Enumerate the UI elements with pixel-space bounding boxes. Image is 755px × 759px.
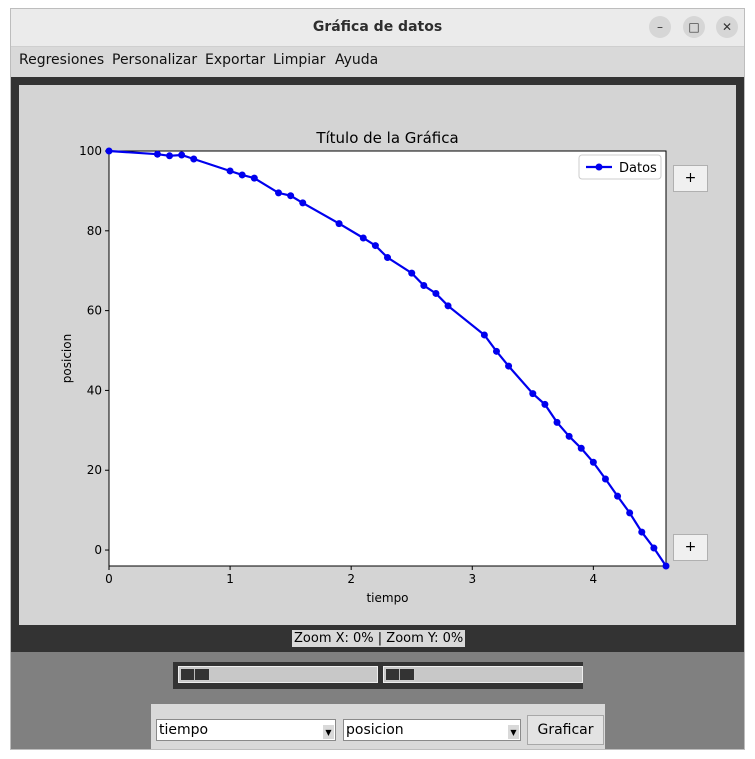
x-tick-label: 2 xyxy=(347,572,355,586)
data-point xyxy=(153,150,161,158)
data-point xyxy=(565,432,573,440)
data-point xyxy=(638,528,646,536)
data-point xyxy=(626,509,634,517)
data-point xyxy=(384,254,391,262)
slider-group xyxy=(173,662,583,689)
data-point xyxy=(105,147,113,155)
data-point xyxy=(577,444,585,452)
chart-title: Título de la Gráfica xyxy=(315,129,458,147)
x-column-value: tiempo xyxy=(159,722,209,738)
zoom-x-slider-thumb[interactable] xyxy=(180,668,210,681)
menu-limpiar[interactable]: Limpiar xyxy=(273,52,326,68)
y-tick-label: 40 xyxy=(87,383,102,397)
menu-exportar[interactable]: Exportar xyxy=(205,52,266,68)
data-point xyxy=(480,331,488,339)
y-tick-label: 20 xyxy=(87,463,102,477)
data-point xyxy=(420,281,428,289)
lower-panel: tiempo ▼ posicion ▼ Graficar xyxy=(11,652,744,749)
minimize-button[interactable]: – xyxy=(649,16,671,38)
data-point xyxy=(178,151,186,159)
zoom-in-y-button[interactable]: + xyxy=(673,165,708,192)
axis-controls: tiempo ▼ posicion ▼ Graficar xyxy=(151,704,605,749)
data-point xyxy=(529,390,537,398)
close-button[interactable]: ✕ xyxy=(716,16,738,38)
data-point xyxy=(238,171,246,179)
plot-area: 0 1 2 3 4 0 20 40 60 80 100 Título de la Gráfica t… xyxy=(19,85,736,625)
legend-box xyxy=(578,154,662,180)
plot-frame: 0 1 2 3 4 0 20 40 60 80 100 Título de la Gráfica t… xyxy=(11,77,744,652)
data-point xyxy=(662,562,670,570)
data-point xyxy=(505,362,513,370)
legend-marker xyxy=(595,163,603,171)
x-column-select[interactable]: tiempo ▼ xyxy=(156,719,336,741)
data-point xyxy=(553,418,561,426)
app-window: Gráfica de datos – □ ✕ Regresiones Perso… xyxy=(10,8,745,750)
y-tick-label: 0 xyxy=(94,543,102,557)
data-point xyxy=(432,289,440,297)
x-tick-label: 0 xyxy=(105,572,113,586)
menu-personalizar[interactable]: Personalizar xyxy=(112,52,198,68)
x-tick-label: 3 xyxy=(468,572,476,586)
data-point xyxy=(650,544,658,552)
menu-bar: Regresiones Personalizar Exportar Limpia… xyxy=(11,47,744,75)
data-point xyxy=(250,174,258,182)
data-point xyxy=(408,269,416,277)
data-point xyxy=(371,242,379,250)
series-line-datos xyxy=(108,149,667,567)
x-tick-label: 4 xyxy=(590,572,598,586)
data-point xyxy=(335,220,343,228)
data-point xyxy=(541,400,549,408)
x-axis-label: tiempo xyxy=(366,591,408,605)
y-tick-label: 100 xyxy=(79,144,102,158)
data-point xyxy=(614,492,622,500)
data-point xyxy=(275,189,283,197)
chevron-down-icon[interactable]: ▼ xyxy=(323,725,334,739)
y-tick-label: 80 xyxy=(87,224,102,238)
y-column-select[interactable]: posicion ▼ xyxy=(343,719,521,741)
chevron-down-icon[interactable]: ▼ xyxy=(508,725,519,739)
zoom-status-label: Zoom X: 0% | Zoom Y: 0% xyxy=(292,630,466,647)
data-point xyxy=(166,152,174,160)
data-point xyxy=(226,167,234,175)
zoom-x-slider[interactable] xyxy=(178,666,378,683)
data-point xyxy=(299,199,307,207)
title-bar: Gráfica de datos – □ ✕ xyxy=(11,9,744,47)
zoom-y-slider-thumb[interactable] xyxy=(385,668,415,681)
y-column-value: posicion xyxy=(346,722,404,738)
data-point xyxy=(601,475,609,483)
y-tick-label: 60 xyxy=(87,304,102,318)
data-point xyxy=(359,234,367,242)
data-point xyxy=(190,155,198,163)
maximize-button[interactable]: □ xyxy=(683,16,705,38)
zoom-y-slider[interactable] xyxy=(383,666,583,683)
data-point xyxy=(492,347,500,355)
menu-ayuda[interactable]: Ayuda xyxy=(335,52,379,68)
data-point xyxy=(287,192,295,200)
zoom-in-x-button[interactable]: + xyxy=(673,534,708,561)
menu-regresiones[interactable]: Regresiones xyxy=(19,52,105,68)
x-tick-label: 1 xyxy=(226,572,234,586)
window-title: Gráfica de datos xyxy=(312,19,443,35)
legend-label: Datos xyxy=(619,161,657,176)
axes-background xyxy=(108,150,667,567)
graph-button[interactable]: Graficar xyxy=(527,715,604,745)
data-point xyxy=(589,458,597,466)
y-axis-label: posicion xyxy=(60,334,74,383)
data-point xyxy=(444,302,452,310)
chart-legend: Datos xyxy=(578,154,662,180)
